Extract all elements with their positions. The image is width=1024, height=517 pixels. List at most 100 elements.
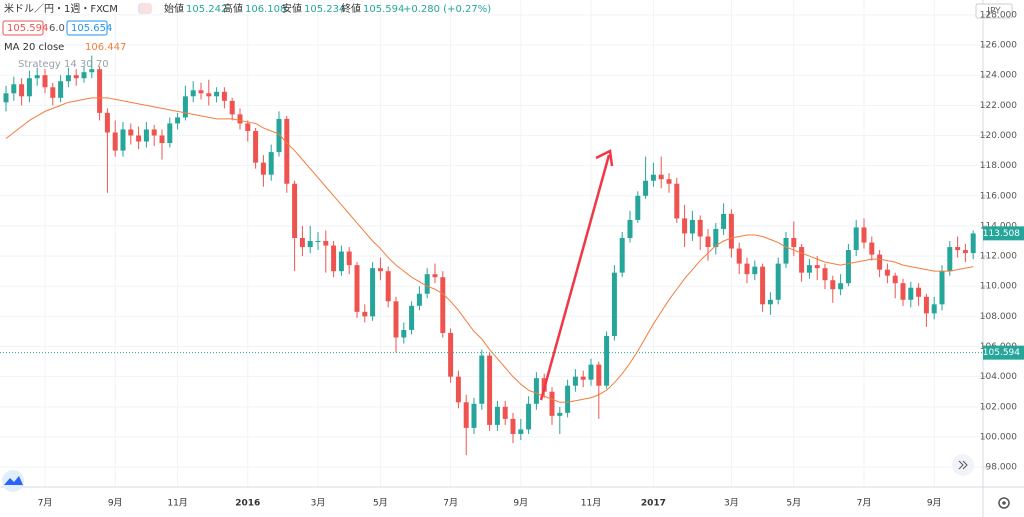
candle-body [923, 296, 929, 314]
candle-body [580, 376, 586, 380]
candle-body [299, 237, 305, 248]
candle-body [362, 311, 368, 317]
x-tick-label: 3月 [311, 498, 326, 509]
candle-body [245, 123, 251, 131]
price-tag [983, 226, 1024, 241]
candle-body [494, 406, 500, 425]
candle-body [674, 183, 680, 219]
candle-body [167, 123, 173, 144]
candle-body [744, 263, 750, 275]
bid-box[interactable] [2, 20, 44, 36]
settings-icon[interactable] [998, 497, 1010, 509]
strategy: Strategy 14 30 70 [18, 59, 109, 70]
x-tick-label: 9月 [513, 498, 528, 509]
candle-body [284, 118, 290, 184]
spread: 6.0 [49, 23, 65, 34]
candle-body [962, 250, 968, 254]
candle-body [440, 277, 446, 333]
candle-body [830, 280, 836, 290]
candle-body [845, 250, 851, 284]
y-tick-label: 116.000 [980, 191, 1017, 201]
x-tick-label: 7月 [443, 498, 458, 509]
candle-body [479, 355, 485, 404]
ma-line [5, 97, 974, 403]
candle-body [268, 152, 274, 175]
candle-body [377, 268, 383, 272]
y-tick-label: 124.000 [980, 71, 1017, 81]
candle-body [533, 378, 539, 404]
candle-body [370, 268, 376, 317]
x-tick-label: 7月 [38, 498, 53, 509]
candle-body [658, 174, 664, 180]
ma-value: 106.447 [85, 42, 126, 53]
scroll-button[interactable] [952, 454, 974, 476]
y-tick-label: 98.000 [986, 463, 1018, 473]
candle-body [892, 275, 898, 284]
candle-body [73, 75, 79, 79]
candle-body [401, 329, 407, 338]
y-tick-label: 102.000 [980, 402, 1017, 412]
y-tick-label: 120.000 [980, 131, 1017, 141]
candle-body [307, 241, 313, 248]
logo [2, 470, 24, 492]
candle-body [81, 72, 87, 79]
ask-box[interactable] [66, 20, 108, 36]
candle-body [666, 179, 672, 184]
candle-body [931, 304, 937, 314]
candle-body [26, 78, 32, 97]
candle-body [908, 287, 914, 300]
ask: 105.654 [71, 23, 112, 34]
candle-body [955, 247, 961, 251]
y-tick-label: 118.000 [980, 161, 1017, 171]
candle-body [682, 218, 688, 234]
candle-body [705, 236, 711, 248]
candle-body [806, 265, 812, 273]
y-tick-label: 126.000 [980, 41, 1017, 51]
candle-body [393, 301, 399, 338]
open-value: 105.242 [186, 4, 227, 15]
y-tick-label: 128.000 [980, 10, 1017, 20]
candle-body [190, 90, 196, 97]
candle-body [721, 213, 727, 229]
candle-body [588, 364, 594, 380]
y-tick-label: 104.000 [980, 372, 1017, 382]
candle-body [463, 402, 469, 428]
candle-body [611, 272, 617, 336]
candle-body [799, 247, 805, 273]
y-tick-label: 112.000 [980, 252, 1017, 262]
low-value: 105.234 [304, 4, 345, 15]
candle-body [502, 406, 508, 419]
candle-body [767, 299, 773, 305]
candle-body [877, 254, 883, 270]
candle-body [50, 87, 56, 98]
candle-body [97, 69, 103, 113]
candle-body [237, 114, 243, 124]
candle-body [869, 242, 875, 255]
candle-body [331, 245, 337, 272]
candle-body [19, 84, 25, 97]
candle-body [42, 75, 48, 88]
candle-body [338, 251, 344, 272]
candle-body [752, 266, 758, 275]
toggle[interactable] [140, 3, 152, 14]
candle-body [650, 174, 656, 181]
candle-body [549, 391, 555, 416]
x-tick-label: 11月 [167, 498, 187, 509]
candle-body [65, 75, 71, 82]
candle-body [689, 219, 695, 234]
candle-body [471, 403, 477, 428]
candle-body [354, 265, 360, 312]
candle-body [253, 130, 259, 163]
candle-body [947, 247, 953, 272]
candle-body [120, 129, 126, 151]
candle-body [409, 305, 415, 330]
y-tick-label: 122.000 [980, 101, 1017, 111]
candle-body [619, 237, 625, 273]
x-tick-label: 5月 [373, 498, 388, 509]
high-label: 高値 [223, 2, 243, 15]
candle-body [939, 271, 945, 305]
price-tag-label: 105.594 [983, 348, 1020, 358]
candle-body [635, 195, 641, 220]
candle-body [518, 429, 524, 434]
candle-body [143, 129, 149, 142]
